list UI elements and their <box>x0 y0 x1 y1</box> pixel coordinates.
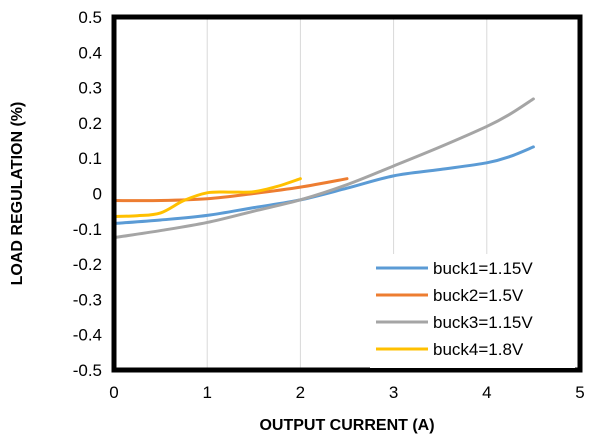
series-line-1 <box>112 145 535 226</box>
y-tick-label: 0.4 <box>78 43 102 62</box>
x-tick-label: 5 <box>575 383 584 402</box>
y-tick-label: 0 <box>93 185 102 204</box>
plot-area-frame <box>111 14 583 373</box>
series-line-2 <box>112 177 349 203</box>
series-line-4 <box>112 177 302 218</box>
x-tick-label: 4 <box>482 383 491 402</box>
y-tick-label: 0.1 <box>78 149 102 168</box>
y-tick-label: -0.4 <box>73 326 102 345</box>
tick-labels: 0 1 2 3 4 5 0.5 0.4 0.3 0.2 0.1 0 -0.1 -0.2 -0.3 -0.4 -0… <box>73 8 585 402</box>
y-tick-label: -0.1 <box>73 220 102 239</box>
y-tick-label: -0.3 <box>73 290 102 309</box>
series-lines <box>112 97 535 240</box>
x-tick-label: 0 <box>109 383 118 402</box>
x-tick-label: 1 <box>202 383 211 402</box>
y-tick-label: -0.2 <box>73 255 102 274</box>
legend-label: buck3=1.15V <box>433 313 533 332</box>
y-tick-label: 0.3 <box>78 79 102 98</box>
y-tick-label: 0.2 <box>78 114 102 133</box>
y-tick-label: 0.5 <box>78 8 102 27</box>
y-axis-title: LOAD REGULATION (%) <box>9 102 26 286</box>
x-tick-label: 2 <box>296 383 305 402</box>
legend-label: buck2=1.5V <box>433 286 524 305</box>
x-tick-label: 3 <box>389 383 398 402</box>
legend: buck1=1.15V buck2=1.5V buck3=1.15V buck4=1.… <box>370 254 575 368</box>
y-tick-label: -0.5 <box>73 361 102 380</box>
legend-label: buck1=1.15V <box>433 259 533 278</box>
legend-label: buck4=1.8V <box>433 340 524 359</box>
x-axis-title: OUTPUT CURRENT (A) <box>259 417 434 434</box>
series-line-3 <box>112 97 535 240</box>
